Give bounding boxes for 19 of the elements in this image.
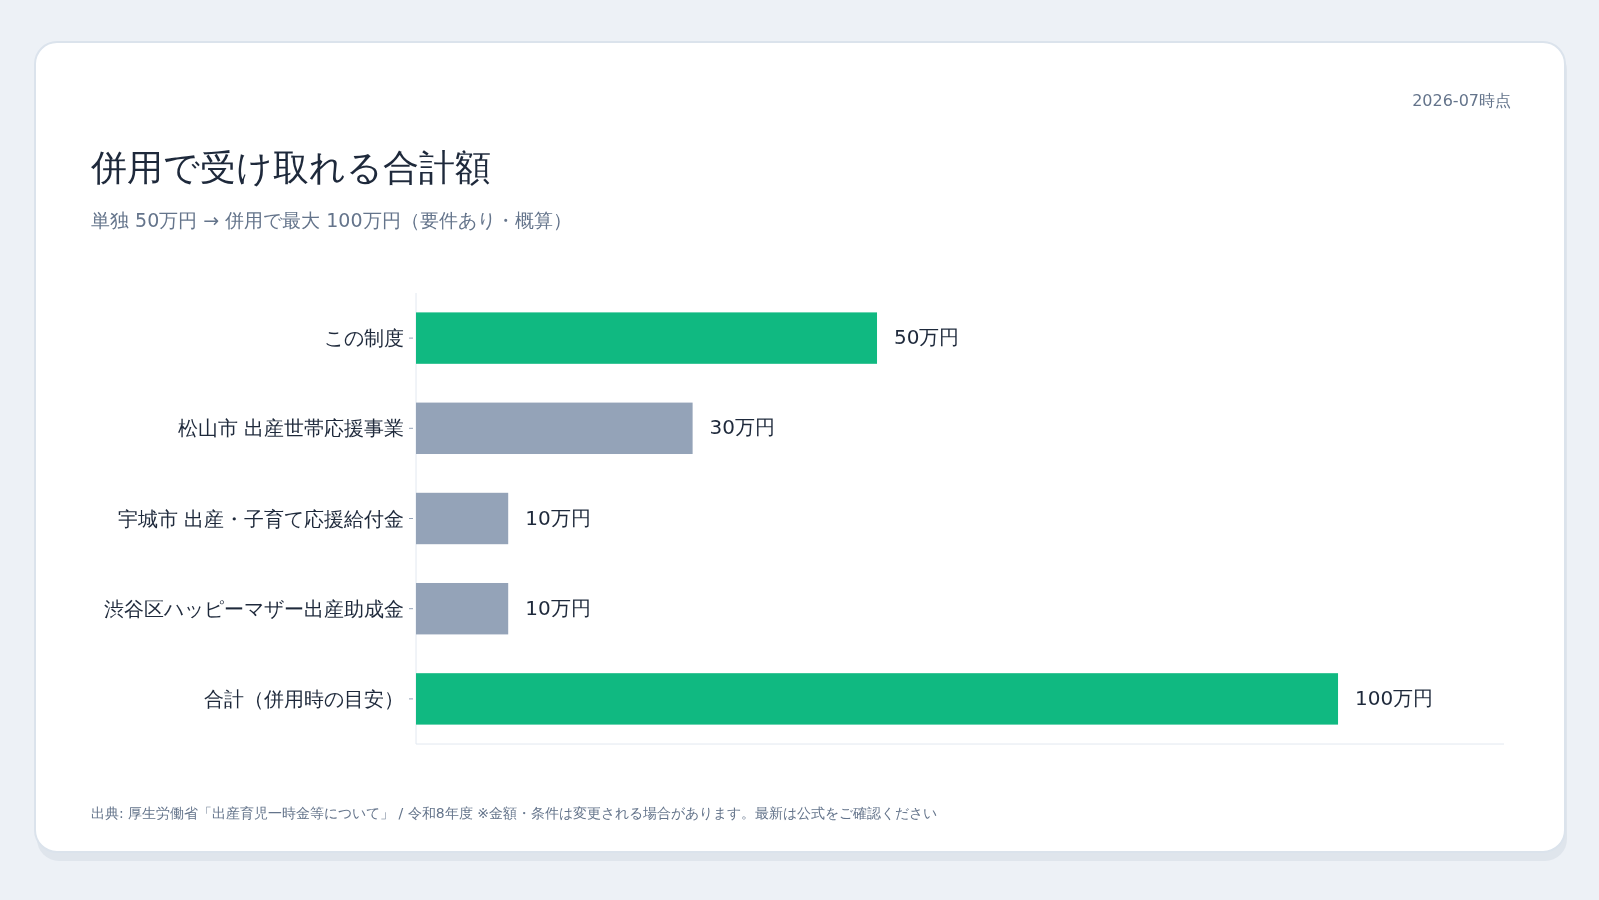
data-label: 100万円 (1355, 685, 1434, 710)
text: 2026-07時点 (1412, 91, 1511, 110)
bar (416, 312, 878, 364)
chart-title: 併用で受け取れる合計額 (90, 147, 491, 188)
y-tick-label: 宇城市 出産・子育て応援給付金 (117, 506, 404, 531)
data-label: 50万円 (894, 325, 960, 350)
y-tick-label: この制度 (324, 326, 404, 351)
source-note: 出典: 厚生労働省「出産育児一時金等について」 / 令和8年度 ※金額・条件は変更される場合があります。最新は公式をご確認ください (91, 805, 937, 821)
data-label: 30万円 (709, 415, 776, 440)
bar (416, 582, 509, 635)
bar (416, 402, 693, 455)
data-label: 10万円 (525, 505, 591, 530)
bar (416, 673, 1339, 725)
data-label: 10万円 (525, 595, 591, 620)
y-tick-label: 渋谷区ハッピーマザー出産助成金 (104, 596, 404, 621)
y-tick-label: 合計（併用時の目安） (204, 686, 404, 711)
chart-subtitle: 単独 50万円 → 併用で最大 100万円（要件あり・概算） (91, 209, 572, 231)
y-tick-label: 松山市 出産世帯応援事業 (177, 416, 404, 441)
bar (416, 492, 509, 545)
